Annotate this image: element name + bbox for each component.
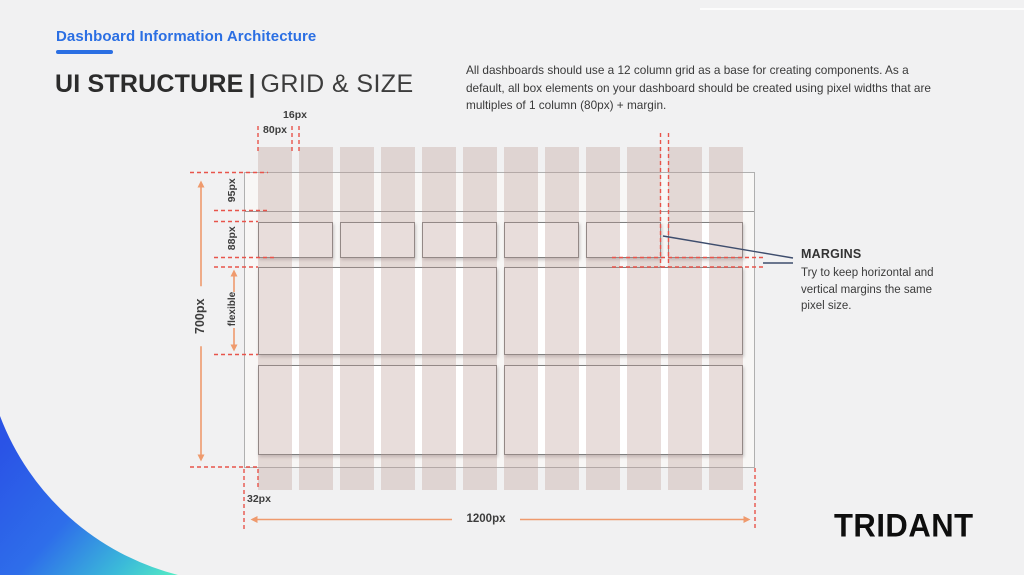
label-canvas-width: 1200px [452, 513, 520, 527]
accent-underline-bar [56, 50, 113, 54]
eyebrow-title: Dashboard Information Architecture [56, 28, 317, 45]
label-flexible-height: flexible [227, 291, 238, 327]
title-bold-segment: UI STRUCTURE [55, 70, 244, 98]
page-title: UI STRUCTURE | GRID & SIZE [55, 70, 414, 99]
label-gutter-width: 16px [283, 109, 307, 121]
margins-callout: MARGINS Try to keep horizontal and verti… [801, 247, 951, 315]
top-divider-line [700, 8, 1024, 10]
label-canvas-height: 700px [191, 286, 209, 347]
label-outer-margin: 32px [247, 493, 271, 505]
corner-gradient-shape [0, 416, 178, 575]
label-kpi-height: 88px [225, 226, 238, 251]
dashboard-header-band [245, 173, 754, 212]
margins-callout-heading: MARGINS [801, 247, 862, 261]
margins-callout-body: Try to keep horizontal and vertical marg… [801, 267, 934, 313]
label-header-height: 95px [225, 178, 238, 203]
title-regular-segment: GRID & SIZE [260, 70, 414, 98]
dashboard-frame [244, 172, 755, 468]
label-column-width: 80px [263, 124, 287, 136]
intro-paragraph: All dashboards should use a 12 column gr… [466, 63, 931, 113]
tridant-logo: TRIDANT [834, 507, 974, 544]
title-separator: | [248, 70, 256, 98]
